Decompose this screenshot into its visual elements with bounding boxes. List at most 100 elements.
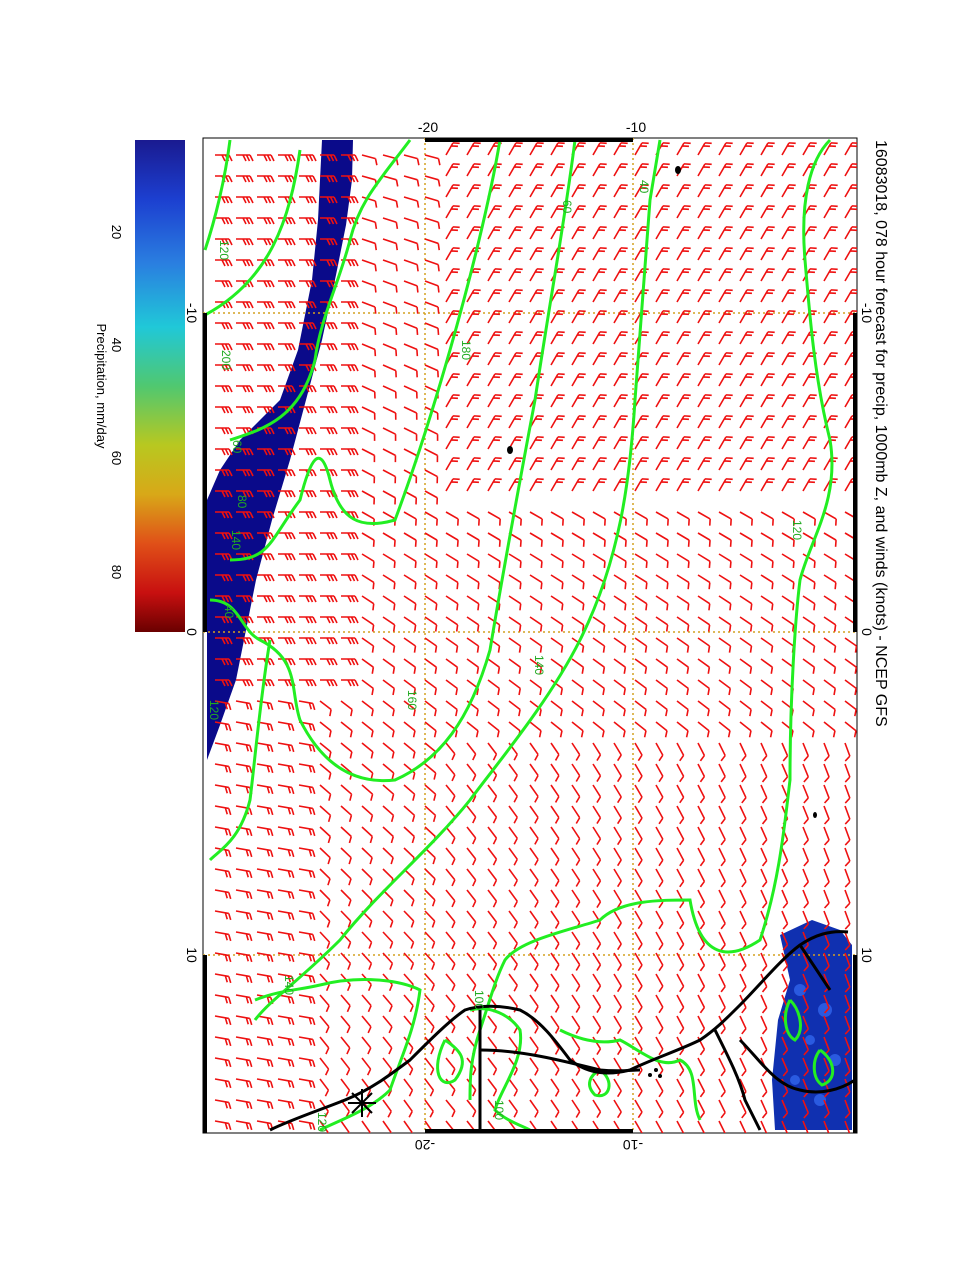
wind-barb (550, 205, 565, 219)
wind-barb (382, 1099, 392, 1118)
wind-barb (319, 826, 332, 844)
wind-barb (236, 175, 254, 183)
wind-barb (592, 553, 606, 569)
wind-barb (424, 973, 435, 992)
wind-barb (676, 373, 691, 387)
wind-barb (508, 352, 523, 366)
wind-barb (697, 805, 706, 825)
wind-barb (466, 415, 481, 429)
contour-label: 140 (532, 655, 546, 675)
wind-barb (655, 994, 664, 1014)
wind-barb (529, 742, 539, 761)
wind-barb (341, 196, 359, 204)
wind-barb (256, 847, 274, 858)
wind-barb (445, 184, 460, 198)
wind-barb (256, 826, 274, 837)
wind-barb (319, 994, 330, 1013)
wind-barb (278, 490, 296, 498)
wind-barb (487, 1057, 498, 1076)
axis-label-right: 10 (859, 947, 875, 963)
wind-barb (571, 553, 585, 569)
colorbar-tick-20: 20 (109, 225, 124, 239)
wind-barb (508, 415, 523, 429)
wind-barb (235, 1120, 253, 1131)
wind-barb (844, 1036, 851, 1056)
wind-barb (760, 289, 775, 303)
wind-barb (739, 889, 747, 909)
wind-barb (571, 457, 586, 471)
wind-barb (613, 700, 626, 717)
wind-barb (215, 175, 233, 183)
wind-barb (256, 1057, 274, 1068)
wind-barb (487, 415, 502, 429)
wind-barb (361, 322, 377, 335)
wind-barb (571, 205, 586, 219)
wind-barb (697, 1057, 706, 1077)
contour-line (469, 1007, 531, 1132)
wind-barb (676, 616, 690, 632)
wind-barb (278, 427, 296, 435)
wind-barb (676, 595, 690, 611)
wind-barb (235, 973, 253, 984)
wind-barb (592, 1099, 602, 1119)
wind-barb (592, 1015, 602, 1035)
wind-barb (550, 847, 560, 866)
wind-barb (341, 385, 359, 393)
wind-barb (487, 457, 502, 471)
wind-barb (760, 394, 775, 408)
islands (507, 166, 817, 1078)
axis-label-left: 10 (184, 947, 200, 963)
wind-barb (361, 994, 372, 1013)
wind-barb (215, 280, 233, 288)
wind-barb (739, 205, 754, 219)
wind-barb (235, 742, 253, 753)
wind-barb (508, 553, 522, 569)
wind-barb (257, 637, 275, 645)
wind-barb (760, 679, 774, 696)
wind-barb (571, 994, 581, 1013)
wind-barb (361, 595, 375, 611)
wind-barb (655, 805, 664, 825)
wind-barb (676, 394, 691, 408)
wind-barb (739, 310, 754, 324)
wind-barb (655, 553, 669, 569)
wind-barb (382, 1015, 393, 1034)
wind-barb (613, 415, 628, 429)
wind-barb (382, 910, 394, 928)
wind-barb (760, 415, 775, 429)
wind-barb (341, 658, 359, 666)
wind-barb (592, 373, 607, 387)
wind-barb (676, 931, 685, 951)
wind-barb (299, 511, 317, 519)
wind-barb (781, 931, 789, 951)
wind-barb (257, 175, 275, 183)
wind-barb (655, 205, 670, 219)
wind-barb (718, 226, 733, 240)
wind-barb (361, 154, 378, 166)
wind-barb (487, 205, 502, 219)
wind-barb (487, 394, 502, 408)
wind-barb (592, 310, 607, 324)
wind-barb (655, 394, 670, 408)
wind-barb (655, 415, 670, 429)
wind-barb (571, 721, 584, 738)
wind-barb (214, 868, 232, 879)
wind-barb (571, 436, 586, 450)
wind-barb (403, 343, 419, 357)
wind-barb (236, 532, 254, 540)
wind-barb (215, 469, 233, 477)
wind-barb (529, 142, 544, 156)
wind-barb (634, 784, 643, 804)
wind-barb (718, 184, 733, 198)
wind-barb (760, 184, 775, 198)
wind-barb (508, 268, 523, 282)
wind-barb (739, 247, 754, 261)
wind-barb (466, 436, 481, 450)
wind-barb (802, 616, 816, 632)
wind-barb (823, 1057, 830, 1077)
wind-barb (403, 196, 420, 208)
wind-barb (655, 595, 669, 611)
wind-barb (529, 247, 544, 261)
coastline (269, 930, 849, 1132)
wind-barb (718, 511, 732, 526)
